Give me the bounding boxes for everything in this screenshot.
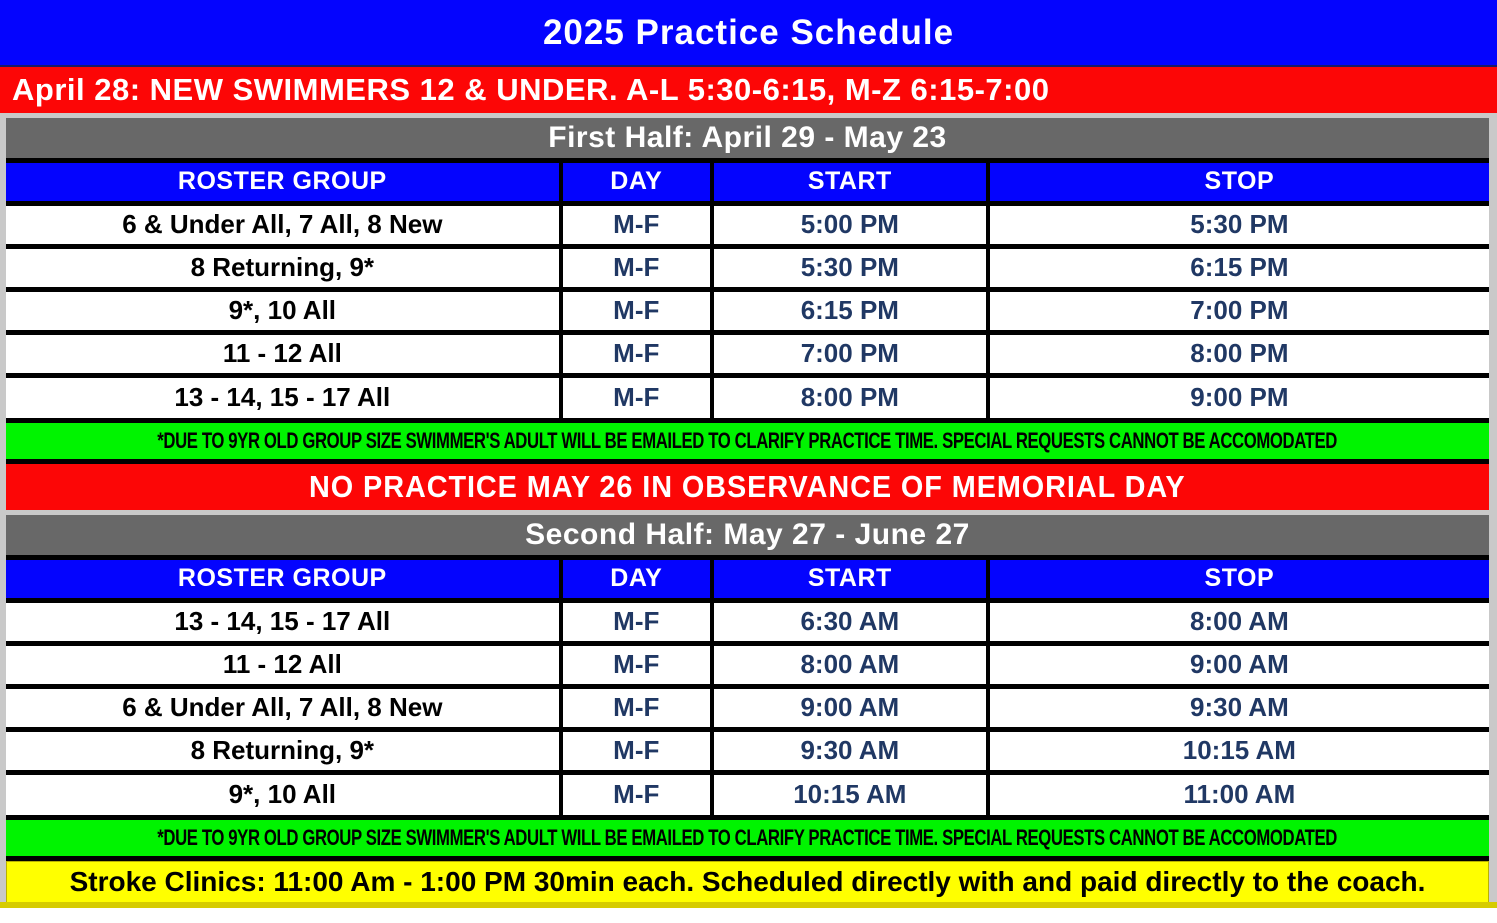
- day-cell: M-F: [558, 769, 714, 818]
- first-half-heading: First Half: April 29 - May 23: [6, 118, 1489, 163]
- table-row: 6 & Under All, 7 All, 8 New M-F 5:00 PM …: [4, 200, 1492, 249]
- second-half-group-size-note: *DUE TO 9YR OLD GROUP SIZE SWIMMER'S ADU…: [6, 815, 1489, 861]
- stop-time-cell: 6:15 PM: [985, 243, 1492, 292]
- stop-time-cell: 9:00 AM: [985, 640, 1492, 689]
- no-practice-banner-text: NO PRACTICE MAY 26 IN OBSERVANCE OF MEMO…: [309, 469, 1186, 504]
- start-time-cell: 9:30 AM: [709, 726, 990, 775]
- first-half-heading-text: First Half: April 29 - May 23: [548, 121, 947, 154]
- day-cell: M-F: [558, 200, 714, 249]
- start-time-cell: 6:15 PM: [709, 286, 990, 335]
- roster-group-cell: 6 & Under All, 7 All, 8 New: [4, 200, 563, 249]
- start-time-cell: 7:00 PM: [709, 329, 990, 378]
- new-swimmers-announcement-banner: April 28: NEW SWIMMERS 12 & UNDER. A-L 5…: [0, 67, 1497, 113]
- column-header-day: DAY: [558, 557, 714, 603]
- second-half-heading-text: Second Half: May 27 - June 27: [525, 518, 970, 551]
- second-half-table: ROSTER GROUP DAY START STOP 13 - 14, 15 …: [4, 557, 1492, 818]
- column-header-stop: STOP: [985, 160, 1492, 206]
- day-cell: M-F: [558, 329, 714, 378]
- day-cell: M-F: [558, 726, 714, 775]
- table-row: 6 & Under All, 7 All, 8 New M-F 9:00 AM …: [4, 683, 1492, 732]
- roster-group-cell: 9*, 10 All: [4, 769, 563, 818]
- day-cell: M-F: [558, 286, 714, 335]
- roster-group-cell: 13 - 14, 15 - 17 All: [4, 597, 563, 646]
- day-cell: M-F: [558, 640, 714, 689]
- start-time-cell: 8:00 PM: [709, 372, 990, 421]
- roster-group-cell: 8 Returning, 9*: [4, 726, 563, 775]
- table-row: 11 - 12 All M-F 7:00 PM 8:00 PM: [4, 329, 1492, 378]
- start-time-cell: 6:30 AM: [709, 597, 990, 646]
- first-half-group-size-note: *DUE TO 9YR OLD GROUP SIZE SWIMMER'S ADU…: [6, 418, 1489, 464]
- roster-group-cell: 8 Returning, 9*: [4, 243, 563, 292]
- page-title-text: 2025 Practice Schedule: [542, 12, 955, 52]
- start-time-cell: 5:30 PM: [709, 243, 990, 292]
- stop-time-cell: 9:00 PM: [985, 372, 1492, 421]
- first-half-group-size-note-text: *DUE TO 9YR OLD GROUP SIZE SWIMMER'S ADU…: [157, 428, 1338, 453]
- column-header-roster-group: ROSTER GROUP: [4, 160, 563, 206]
- day-cell: M-F: [558, 372, 714, 421]
- start-time-cell: 10:15 AM: [709, 769, 990, 818]
- roster-group-cell: 11 - 12 All: [4, 329, 563, 378]
- start-time-cell: 9:00 AM: [709, 683, 990, 732]
- new-swimmers-announcement-text: April 28: NEW SWIMMERS 12 & UNDER. A-L 5…: [12, 72, 1050, 107]
- no-practice-banner: NO PRACTICE MAY 26 IN OBSERVANCE OF MEMO…: [6, 464, 1489, 510]
- second-half-header-row: ROSTER GROUP DAY START STOP: [4, 557, 1492, 603]
- second-half-group-size-note-text: *DUE TO 9YR OLD GROUP SIZE SWIMMER'S ADU…: [157, 825, 1338, 850]
- first-half-header-row: ROSTER GROUP DAY START STOP: [4, 160, 1492, 206]
- page-title: 2025 Practice Schedule: [0, 0, 1497, 67]
- bottom-edge-strip: [0, 902, 1497, 908]
- day-cell: M-F: [558, 683, 714, 732]
- table-row: 9*, 10 All M-F 6:15 PM 7:00 PM: [4, 286, 1492, 335]
- table-row: 8 Returning, 9* M-F 5:30 PM 6:15 PM: [4, 243, 1492, 292]
- roster-group-cell: 6 & Under All, 7 All, 8 New: [4, 683, 563, 732]
- column-header-start: START: [709, 160, 990, 206]
- start-time-cell: 8:00 AM: [709, 640, 990, 689]
- column-header-roster-group: ROSTER GROUP: [4, 557, 563, 603]
- stroke-clinics-banner-text: Stroke Clinics: 11:00 Am - 1:00 PM 30min…: [69, 866, 1426, 897]
- stop-time-cell: 10:15 AM: [985, 726, 1492, 775]
- column-header-start: START: [709, 557, 990, 603]
- roster-group-cell: 11 - 12 All: [4, 640, 563, 689]
- stop-time-cell: 5:30 PM: [985, 200, 1492, 249]
- day-cell: M-F: [558, 243, 714, 292]
- column-header-day: DAY: [558, 160, 714, 206]
- roster-group-cell: 9*, 10 All: [4, 286, 563, 335]
- table-row: 8 Returning, 9* M-F 9:30 AM 10:15 AM: [4, 726, 1492, 775]
- stop-time-cell: 8:00 PM: [985, 329, 1492, 378]
- stop-time-cell: 8:00 AM: [985, 597, 1492, 646]
- day-cell: M-F: [558, 597, 714, 646]
- first-half-table: ROSTER GROUP DAY START STOP 6 & Under Al…: [4, 160, 1492, 421]
- stop-time-cell: 11:00 AM: [985, 769, 1492, 818]
- start-time-cell: 5:00 PM: [709, 200, 990, 249]
- stop-time-cell: 7:00 PM: [985, 286, 1492, 335]
- table-row: 13 - 14, 15 - 17 All M-F 6:30 AM 8:00 AM: [4, 597, 1492, 646]
- table-row: 11 - 12 All M-F 8:00 AM 9:00 AM: [4, 640, 1492, 689]
- second-half-heading: Second Half: May 27 - June 27: [6, 515, 1489, 560]
- roster-group-cell: 13 - 14, 15 - 17 All: [4, 372, 563, 421]
- schedule-sheet: First Half: April 29 - May 23 ROSTER GRO…: [0, 113, 1497, 902]
- column-header-stop: STOP: [985, 557, 1492, 603]
- stop-time-cell: 9:30 AM: [985, 683, 1492, 732]
- stroke-clinics-banner: Stroke Clinics: 11:00 Am - 1:00 PM 30min…: [6, 861, 1489, 902]
- table-row: 9*, 10 All M-F 10:15 AM 11:00 AM: [4, 769, 1492, 818]
- table-row: 13 - 14, 15 - 17 All M-F 8:00 PM 9:00 PM: [4, 372, 1492, 421]
